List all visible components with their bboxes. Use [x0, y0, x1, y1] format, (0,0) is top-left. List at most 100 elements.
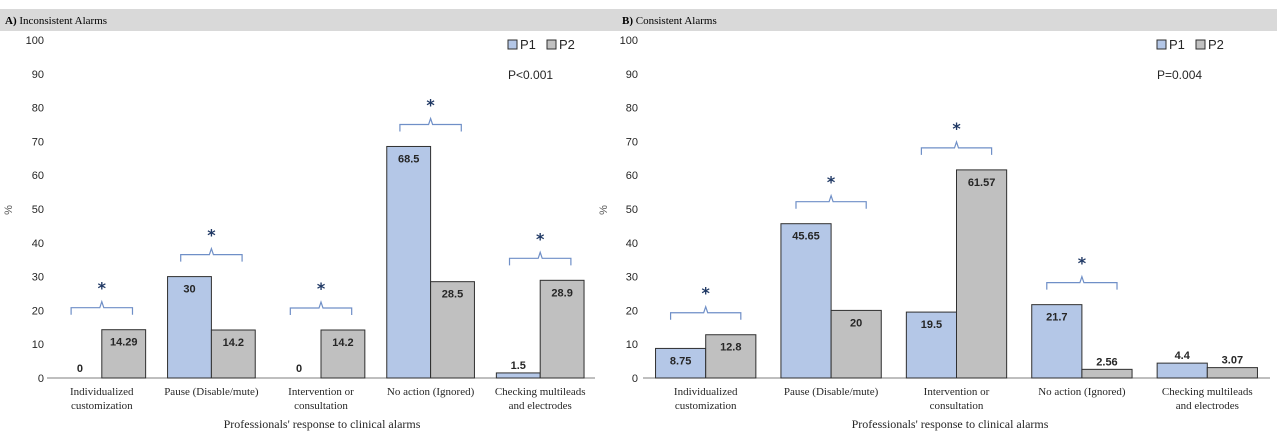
panel-b-xlabel: Professionals' response to clinical alar…	[852, 417, 1049, 431]
panel-b-bar-p1	[1031, 304, 1083, 379]
panel-b-legend-swatch-p2	[1195, 39, 1206, 50]
panel-a-bar-p1	[167, 276, 212, 379]
panel-b-legend-swatch-p1	[1156, 39, 1167, 50]
panel-a-data-label: 14.2	[223, 337, 244, 349]
panel-b-ytick-label: 40	[626, 238, 638, 250]
panel-a-bar-p2	[101, 329, 147, 379]
panel-b-category-label: and electrodes	[1176, 400, 1239, 412]
panel-b-data-label: 4.4	[1175, 350, 1191, 362]
panel-b-bar-p2	[830, 309, 882, 379]
panel-b-ytick-label: 80	[626, 103, 638, 115]
panel-a-letter: A)	[5, 15, 19, 27]
panel-b-data-label: 20	[850, 317, 862, 329]
panel-b-title-text: Consistent Alarms	[636, 15, 717, 27]
panel-a-ytick-label: 0	[38, 373, 44, 385]
panel-a-significance-star: *	[536, 229, 545, 248]
panel-a-xlabel: Professionals' response to clinical alar…	[224, 417, 421, 431]
panel-a-bar-p2	[430, 281, 475, 379]
panel-a-data-label: 0	[77, 363, 83, 375]
panel-a-significance-bracket	[289, 300, 353, 316]
panel-a-ylabel: %	[3, 205, 15, 215]
panel-a-significance-bracket	[508, 250, 572, 266]
panel-b-category-label: Pause (Disable/mute)	[784, 386, 879, 398]
panel-a-category-label: Individualized	[70, 386, 134, 398]
panel-b-significance-star: *	[1078, 254, 1087, 273]
panel-a-category-label: Checking multileads	[495, 386, 586, 398]
panel-b-category-label: Checking multileads	[1162, 386, 1253, 398]
panel-a-category-label: Pause (Disable/mute)	[164, 386, 259, 398]
panel-b-data-label: 12.8	[720, 342, 741, 354]
panel-a-significance-star: *	[98, 279, 107, 298]
panel-a-legend-label-p1: P1	[520, 37, 536, 52]
panel-a-bar-p1	[495, 372, 541, 379]
panel-b-ytick-label: 70	[626, 136, 638, 148]
panel-a-significance-bracket	[399, 116, 462, 132]
panel-b-category-label: Individualized	[674, 386, 738, 398]
panel-a-data-label: 28.5	[442, 289, 463, 301]
panel-a-data-label: 30	[183, 284, 195, 296]
panel-b-category-label: Intervention or	[924, 386, 990, 398]
panel-b-ytick-label: 90	[626, 69, 638, 81]
panel-b-legend-label-p1: P1	[1169, 37, 1185, 52]
panel-b-ytick-label: 50	[626, 204, 638, 216]
panel-a-bar-p1	[386, 145, 432, 379]
panel-b-category-label: No action (Ignored)	[1038, 386, 1126, 398]
panel-a-ytick-label: 50	[32, 204, 44, 216]
panel-b-significance-star: *	[827, 173, 836, 192]
panel-a-data-label: 28.9	[551, 287, 572, 299]
panel-a-data-label: 14.29	[110, 337, 138, 349]
panel-a-title: A) Inconsistent Alarms	[5, 15, 107, 27]
panel-b-bar-p2	[956, 169, 1008, 379]
panel-b-data-label: 61.57	[968, 177, 996, 189]
panel-b-ytick-label: 20	[626, 305, 638, 317]
panel-b-data-label: 2.56	[1096, 356, 1117, 368]
panel-b-significance-bracket	[795, 193, 867, 209]
panel-a-p-value: P<0.001	[508, 68, 553, 82]
panel-a-ytick-label: 10	[32, 339, 44, 351]
panel-a-category-label: Intervention or	[288, 386, 354, 398]
panel-b-bar-p1	[655, 347, 707, 379]
panel-a-significance-star: *	[317, 279, 326, 298]
panel-b-ytick-label: 60	[626, 170, 638, 182]
panel-b-bar-p1	[780, 223, 832, 379]
panel-a-bar-p2	[320, 329, 366, 379]
panel-a-legend-label-p2: P2	[559, 37, 575, 52]
panel-a-legend-swatch-p1	[507, 39, 518, 50]
panel-b-title: B) Consistent Alarms	[622, 15, 717, 27]
panel-b-data-label: 21.7	[1046, 312, 1067, 324]
panel-b-category-label: customization	[675, 400, 737, 412]
panel-b-data-label: 45.65	[792, 231, 820, 243]
panel-b-bar-p2	[705, 334, 757, 379]
panel-b-significance-star: *	[952, 119, 961, 138]
panel-b-category-label: consultation	[930, 400, 984, 412]
panel-b-bar-p1	[1156, 362, 1208, 379]
panel-b-bar-p2	[1081, 368, 1133, 379]
panel-header-band	[0, 9, 1277, 31]
panel-a-category-label: customization	[71, 400, 133, 412]
panel-a-bar-p2	[210, 329, 256, 379]
panel-a-ytick-label: 20	[32, 305, 44, 317]
panel-b-bar-p1	[905, 311, 958, 379]
panel-a-ytick-label: 70	[32, 136, 44, 148]
panel-a-ytick-label: 80	[32, 103, 44, 115]
panel-a-ytick-label: 40	[32, 238, 44, 250]
panel-a-significance-bracket	[70, 299, 134, 315]
panel-b-ytick-label: 10	[626, 339, 638, 351]
panel-b-data-label: 19.5	[921, 319, 942, 331]
panel-a-data-label: 0	[296, 363, 302, 375]
panel-b-letter: B)	[622, 15, 636, 27]
panel-b-ytick-label: 0	[632, 373, 638, 385]
panel-a-legend-swatch-p2	[546, 39, 557, 50]
panel-b-ytick-label: 100	[620, 35, 638, 47]
panel-a-significance-star: *	[207, 226, 216, 245]
panel-b-ytick-label: 30	[626, 272, 638, 284]
panel-a-data-label: 68.5	[398, 153, 419, 165]
panel-a-significance-star: *	[426, 95, 435, 114]
panel-b-legend-label-p2: P2	[1208, 37, 1224, 52]
panel-a-title-text: Inconsistent Alarms	[19, 15, 107, 27]
panel-b-bar-p2	[1206, 367, 1258, 379]
panel-a-bar-p2	[539, 279, 585, 379]
panel-b-data-label: 3.07	[1222, 355, 1243, 367]
